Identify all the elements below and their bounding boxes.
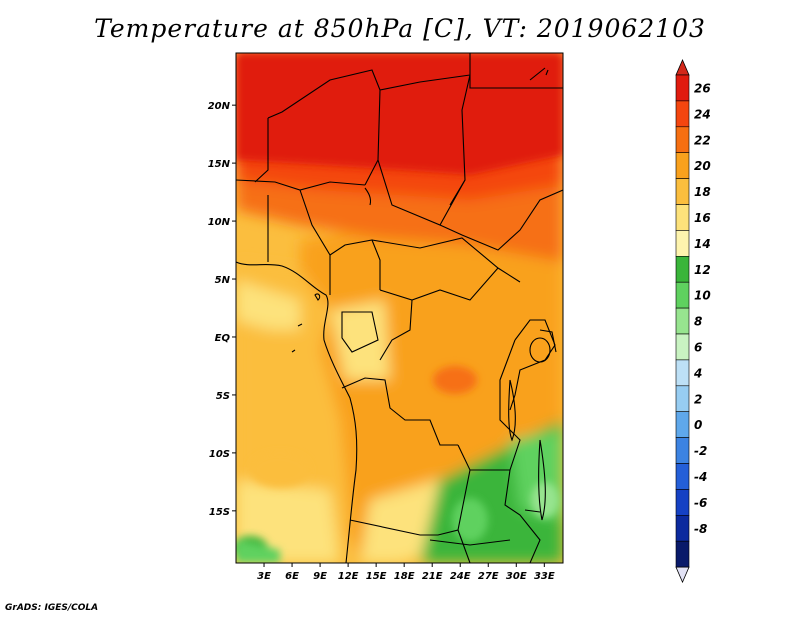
colorbar-label: 0: [694, 418, 702, 432]
colorbar-swatch: [675, 514, 690, 542]
lon-label: 6E: [285, 571, 299, 582]
colorbar-swatch: [675, 204, 690, 231]
country-borders: [236, 53, 563, 563]
lon-label: 15E: [366, 571, 387, 582]
colorbar-swatch: [675, 540, 690, 568]
colorbar-swatch: [675, 152, 690, 179]
lat-label: 5N: [215, 275, 231, 286]
colorbar-swatch: [675, 74, 690, 102]
colorbar-label: 4: [693, 366, 702, 380]
colorbar-label: 8: [694, 315, 702, 329]
colorbar-label: -4: [694, 470, 707, 484]
lat-label: 15S: [209, 507, 230, 518]
lon-label: 30E: [506, 571, 527, 582]
colorbar-swatch: [675, 463, 690, 490]
lon-label: 24E: [450, 571, 471, 582]
colorbar-swatch: [675, 230, 690, 257]
colorbar-label: 20: [694, 159, 711, 173]
colorbar-label: -8: [694, 522, 707, 536]
colorbar-over-arrow: [675, 58, 690, 76]
colorbar-swatch: [675, 333, 690, 361]
colorbar-swatch: [675, 255, 690, 283]
colorbar-swatch: [675, 489, 690, 516]
colorbar-swatch: [675, 100, 690, 128]
longitude-axis: 3E 6E 9E 12E 15E 18E 21E 24E 27E 30E 33E: [257, 563, 555, 582]
lat-label: 10S: [209, 449, 230, 460]
colorbar-label: 6: [694, 340, 702, 354]
credit-label: GrADS: IGES/COLA: [5, 603, 99, 613]
colorbar-swatch: [675, 126, 690, 154]
colorbar-label: 2: [694, 392, 702, 406]
lat-label: 5S: [216, 391, 230, 402]
colorbar-label: 16: [694, 211, 711, 225]
lon-label: 12E: [338, 571, 359, 582]
lat-label: 15N: [208, 159, 231, 170]
colorbar-label: -2: [694, 444, 707, 458]
colorbar-swatch: [675, 437, 690, 464]
colorbar-under-arrow: [675, 566, 690, 584]
lon-label: 9E: [313, 571, 327, 582]
colorbar-swatch: [675, 359, 690, 387]
lon-label: 3E: [257, 571, 271, 582]
colorbar-label: 24: [694, 107, 711, 121]
map-frame: [235, 52, 564, 564]
colorbar-label: 10: [694, 289, 711, 303]
colorbar-swatch: [675, 385, 690, 412]
colorbar-swatch: [675, 411, 690, 438]
temperature-field: [236, 53, 563, 563]
colorbar-label: 26: [694, 81, 711, 95]
colorbar-swatch: [675, 307, 690, 335]
lon-label: 21E: [422, 571, 443, 582]
lat-label: 10N: [208, 217, 231, 228]
colorbar-label: 14: [694, 237, 711, 251]
lat-label: 20N: [208, 101, 231, 112]
colorbar-label: 12: [694, 263, 711, 277]
lon-label: 18E: [394, 571, 415, 582]
colorbar-label: -6: [694, 496, 707, 510]
colorbar-label: 18: [694, 185, 711, 199]
colorbar-swatch: [675, 281, 690, 309]
lon-label: 33E: [534, 571, 555, 582]
lon-label: 27E: [478, 571, 499, 582]
colorbar-label: 22: [694, 133, 711, 147]
lat-label: EQ: [215, 333, 231, 344]
colorbar-swatch: [675, 178, 690, 205]
latitude-axis: 20N 15N 10N 5N EQ 5S 10S 15S: [208, 101, 236, 518]
chart-title: Temperature at 850hPa [C], VT: 201906210…: [94, 14, 706, 43]
